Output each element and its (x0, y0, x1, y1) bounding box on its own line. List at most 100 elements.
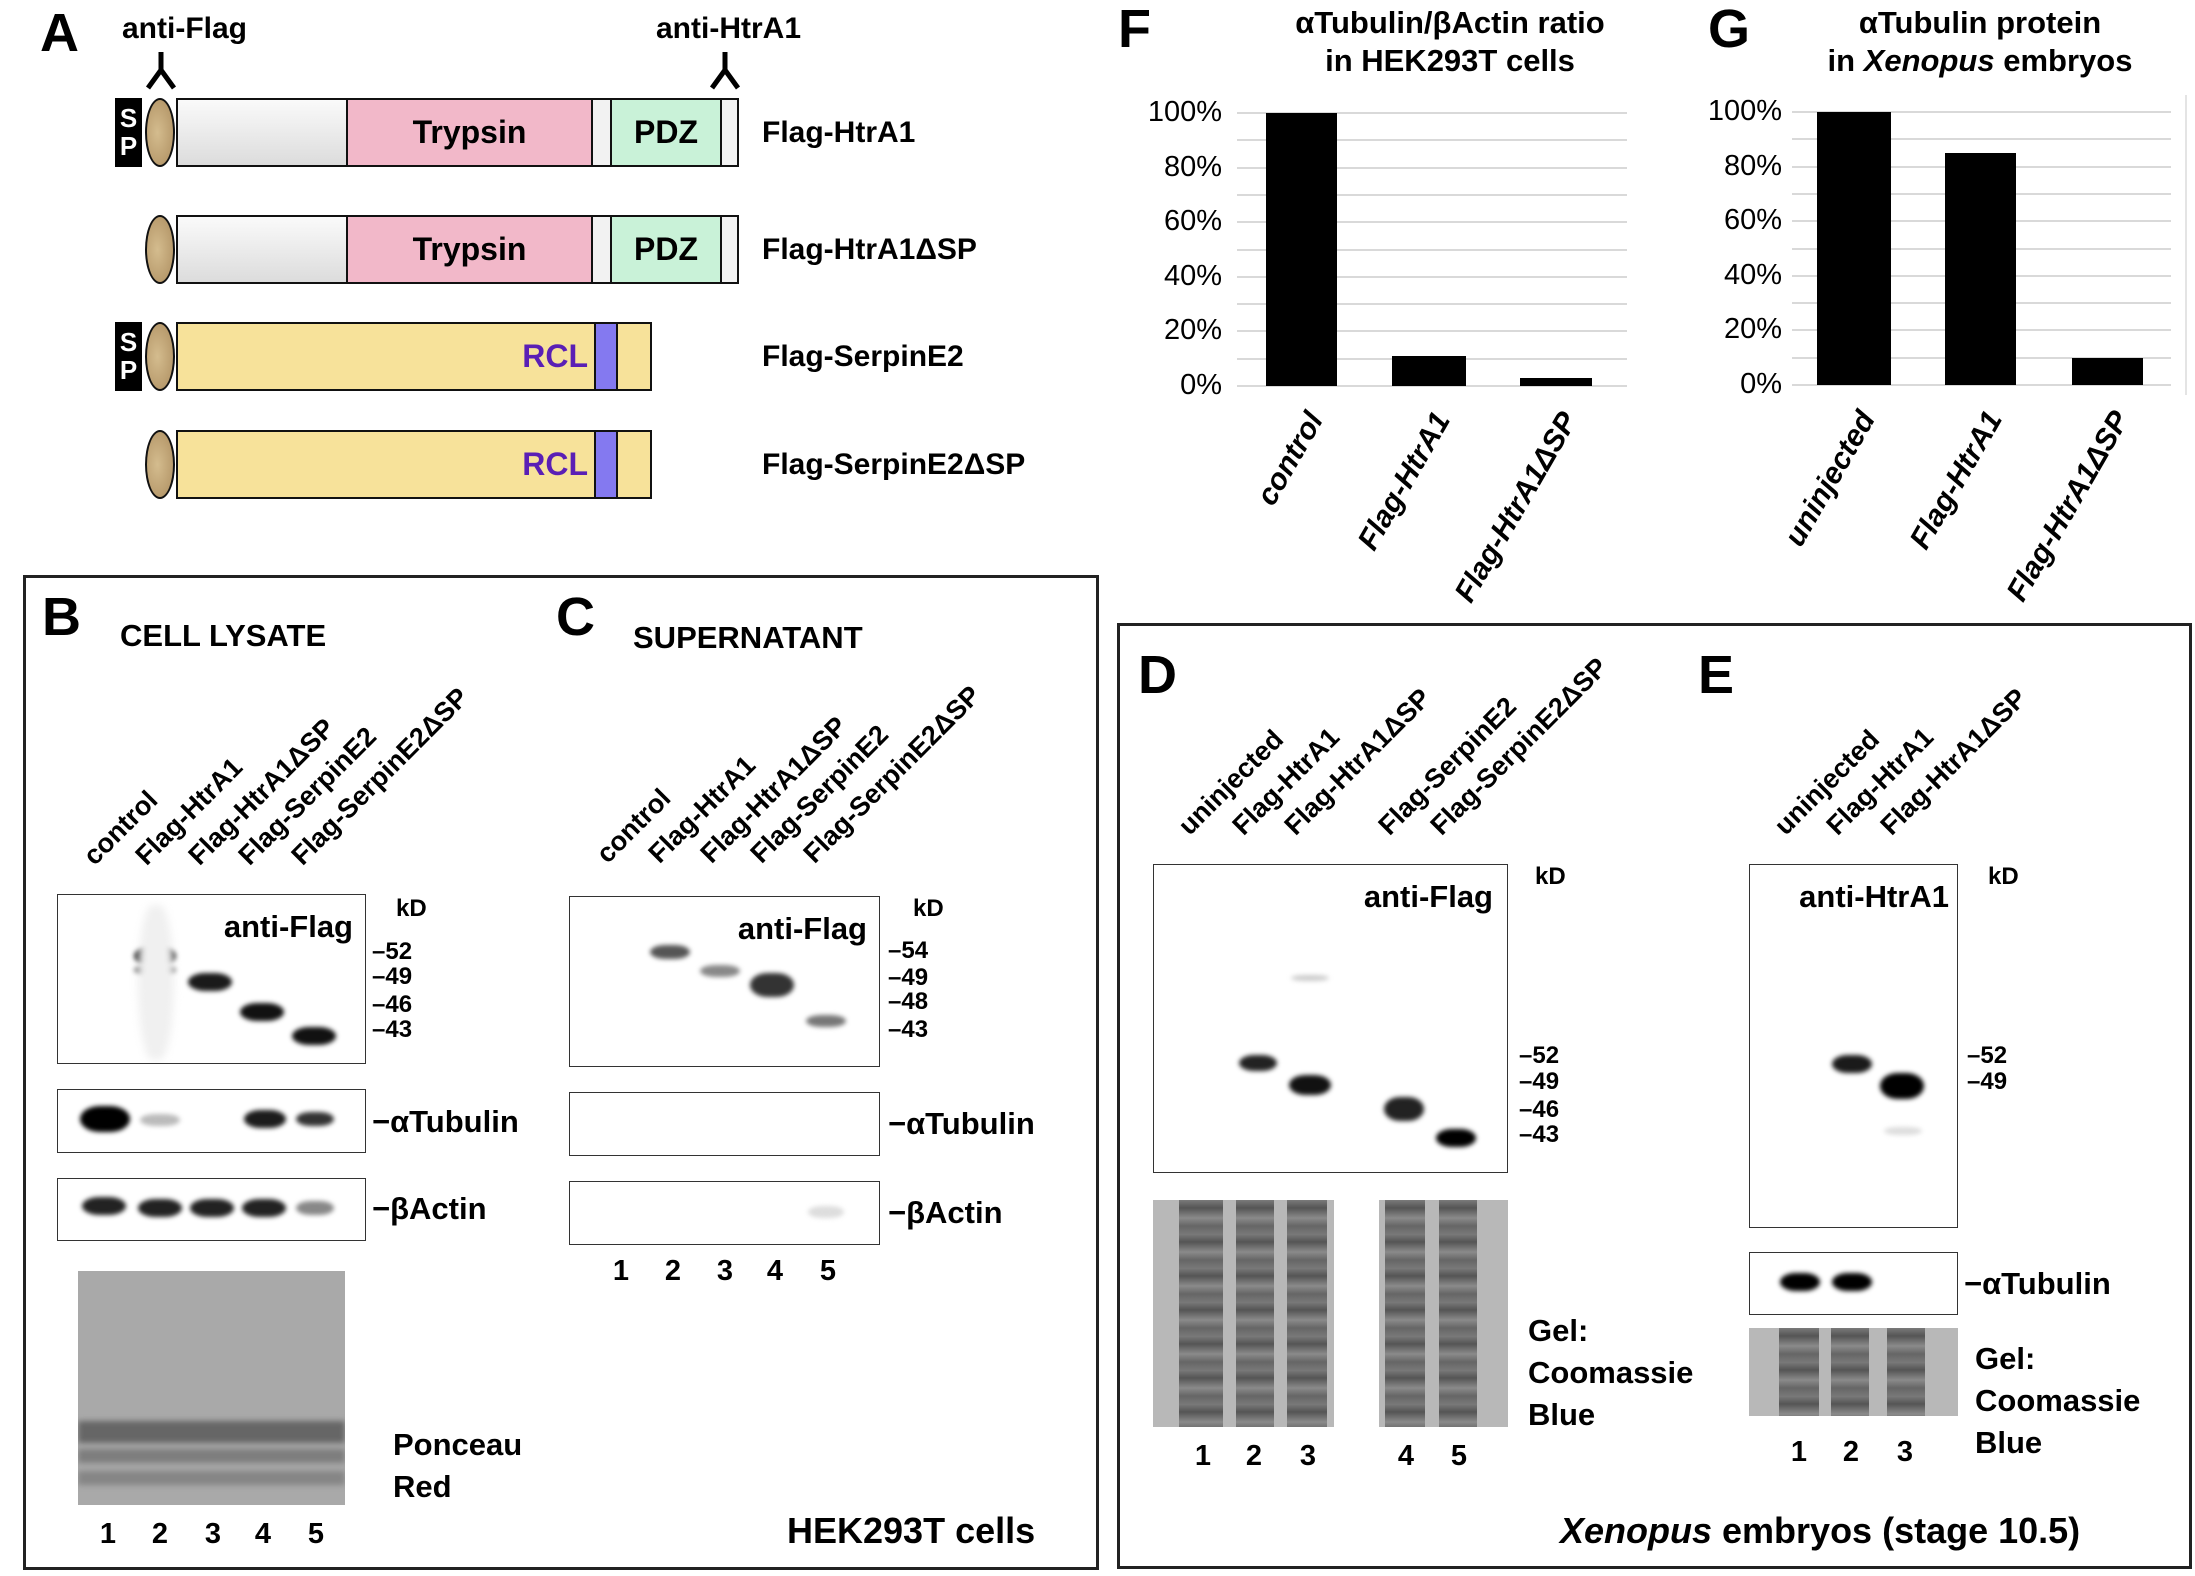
pdz-domain: PDZ (610, 98, 722, 167)
chart-g-border (2185, 95, 2187, 395)
panel-e-blot-label: anti-HtrA1 (1799, 879, 1949, 914)
flag-tag-icon (145, 430, 175, 499)
mw-marker: –43 (888, 1016, 929, 1043)
panel-d-blot-label: anti-Flag (1363, 879, 1493, 914)
y-tick-label: 60% (1723, 204, 1782, 237)
lane-number: 2 (1842, 1436, 1860, 1468)
hek-frame (23, 575, 1099, 1570)
gridline (1237, 303, 1627, 306)
panel-c-anti-flag-blot: anti-Flag (569, 896, 880, 1067)
panel-b-anti-flag-blot: anti-Flag (57, 894, 366, 1064)
linker-segment (591, 98, 612, 167)
gridline (1792, 384, 2171, 386)
y-tick-label: 100% (1147, 96, 1222, 128)
y-tick-label: 20% (1163, 314, 1222, 347)
y-tick-label: 100% (1707, 95, 1782, 127)
signal-peptide-letter: P (119, 355, 138, 385)
panel-f-letter: F (1118, 0, 1151, 59)
panel-b-stain-label: Ponceau Red (393, 1427, 523, 1504)
lane-number: 2 (151, 1518, 169, 1550)
construct-label: Flag-SerpinE2 (762, 340, 964, 373)
mw-marker: –52 (1967, 1042, 2008, 1069)
y-tick-label: 80% (1163, 150, 1222, 183)
antibody-y-icon (709, 52, 741, 90)
gridline (1792, 138, 2171, 141)
bar (1520, 377, 1592, 386)
lane-number: 3 (1896, 1436, 1914, 1468)
lane-number: 4 (1397, 1440, 1415, 1472)
gridline (1237, 248, 1627, 251)
lane-number: 4 (766, 1255, 784, 1287)
panel-b-actin-blot (57, 1178, 366, 1241)
c-terminal-segment (720, 98, 739, 167)
bar (1392, 355, 1466, 386)
mw-marker: –52 (1519, 1042, 1560, 1069)
rcl-loop (594, 322, 618, 391)
kd-label: kD (913, 895, 944, 922)
panel-c-tubulin-label: −αTubulin (888, 1106, 1035, 1141)
signal-peptide-letter: P (119, 131, 138, 161)
kd-label: kD (1988, 863, 2019, 890)
panel-b-tubulin-label: −αTubulin (372, 1104, 519, 1139)
gridline (1237, 275, 1627, 278)
mw-marker: –46 (372, 991, 413, 1018)
gridline (1237, 139, 1627, 142)
construct-label: Flag-HtrA1 (762, 116, 916, 149)
lane-number: 1 (1194, 1440, 1212, 1472)
y-tick-label: 40% (1723, 258, 1782, 291)
flag-tag-icon (145, 322, 175, 391)
pdz-domain: PDZ (610, 215, 722, 284)
mw-marker: –46 (1519, 1096, 1560, 1123)
panel-b-actin-label: −βActin (372, 1191, 487, 1226)
panel-d-coomassie-gel-1 (1153, 1200, 1334, 1427)
construct-label: Flag-SerpinE2ΔSP (762, 448, 1026, 481)
n-terminal-domain (176, 215, 348, 284)
anti-htra1-label: anti-HtrA1 (656, 12, 802, 45)
panel-e-anti-htra1-blot: anti-HtrA1 (1749, 864, 1958, 1228)
serpin-domain (176, 322, 652, 391)
y-tick-label: 80% (1723, 149, 1782, 182)
mw-marker: –49 (1519, 1068, 1560, 1095)
lane-number: 1 (1790, 1436, 1808, 1468)
lane-number: 3 (204, 1518, 222, 1550)
flag-tag-icon (145, 98, 175, 167)
kd-label: kD (1535, 863, 1566, 890)
panel-e-letter: E (1698, 645, 1735, 705)
mw-marker: –43 (372, 1016, 413, 1043)
y-tick-label: 60% (1163, 205, 1222, 238)
panel-b-tubulin-blot (57, 1089, 366, 1153)
chart-f-title: αTubulin/βActin ratio in HEK293T cells (1295, 5, 1605, 78)
mw-marker: –52 (372, 938, 413, 965)
rcl-label: RCL (522, 338, 588, 374)
lane-number: 3 (1299, 1440, 1317, 1472)
bar (1945, 152, 2016, 385)
trypsin-domain: Trypsin (346, 98, 593, 167)
panel-c-actin-blot (569, 1181, 880, 1245)
signal-peptide-letter: S (119, 103, 138, 133)
gridline (1792, 111, 2171, 113)
panel-b-blot-label: anti-Flag (223, 909, 353, 944)
lane-number: 5 (1450, 1440, 1468, 1472)
lane-number: 4 (254, 1518, 272, 1550)
anti-flag-label: anti-Flag (122, 12, 247, 45)
trypsin-domain: Trypsin (346, 215, 593, 284)
panel-d-coomassie-gel-2 (1379, 1200, 1508, 1427)
panel-e-coomassie-gel (1749, 1328, 1958, 1416)
lane-number: 1 (612, 1255, 630, 1287)
y-tick-label: 0% (1740, 368, 1782, 400)
c-terminal-segment (720, 215, 739, 284)
gridline (1237, 193, 1627, 196)
mw-marker: –48 (888, 988, 929, 1015)
mw-marker: –49 (1967, 1068, 2008, 1095)
panel-b-ponceau-gel (78, 1271, 345, 1505)
kd-label: kD (396, 895, 427, 922)
panel-e-stain-label: Gel: Coomassie Blue (1975, 1341, 2141, 1460)
panel-c-blot-label: anti-Flag (737, 911, 867, 946)
y-tick-label: 40% (1163, 259, 1222, 292)
hek-footer: HEK293T cells (787, 1510, 1036, 1551)
gridline (1237, 330, 1627, 333)
lane-number: 5 (307, 1518, 325, 1550)
linker-segment (591, 215, 612, 284)
